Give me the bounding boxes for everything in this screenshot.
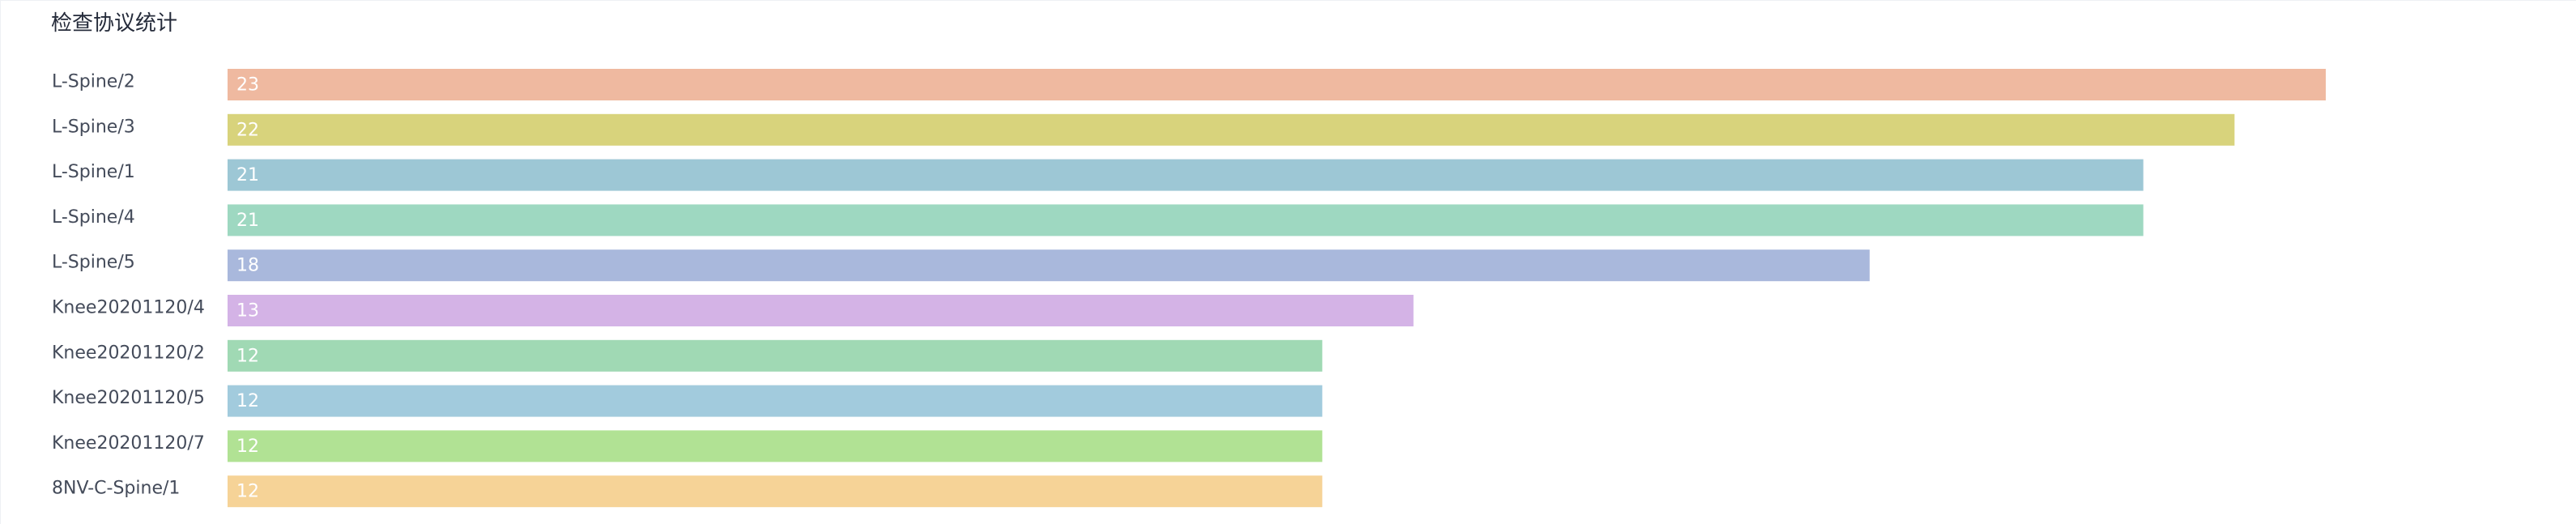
- bar[interactable]: [228, 249, 1870, 282]
- category-label: L-Spine/3: [52, 117, 135, 137]
- bar-value-label: 12: [236, 391, 259, 411]
- bar[interactable]: [228, 204, 2144, 236]
- category-label: Knee20201120/5: [52, 388, 205, 408]
- bar-value-label: 12: [236, 482, 259, 502]
- bar-value-label: 21: [236, 165, 259, 185]
- bar-value-label: 21: [236, 211, 259, 231]
- chart-title: 检查协议统计: [51, 11, 178, 36]
- bar[interactable]: [228, 339, 1322, 372]
- bar[interactable]: [228, 475, 1322, 508]
- bar[interactable]: [228, 69, 2326, 100]
- bar-value-label: 12: [236, 437, 259, 457]
- bar-value-label: 12: [236, 346, 259, 366]
- category-label: L-Spine/4: [52, 207, 135, 228]
- category-label: Knee20201120/2: [52, 343, 205, 363]
- bar-value-label: 22: [236, 120, 259, 140]
- bar[interactable]: [228, 295, 1414, 326]
- bar-value-label: 23: [236, 75, 259, 96]
- category-label: 8NV-C-Spine/1: [52, 479, 180, 499]
- bar[interactable]: [228, 113, 2235, 146]
- category-label: L-Spine/1: [52, 162, 135, 182]
- bar-value-label: 13: [236, 301, 259, 322]
- bar[interactable]: [228, 430, 1322, 462]
- bar-value-label: 18: [236, 256, 259, 276]
- category-label: L-Spine/5: [52, 253, 135, 273]
- category-label: L-Spine/2: [52, 72, 135, 92]
- bar[interactable]: [228, 159, 2144, 191]
- category-label: Knee20201120/7: [52, 433, 205, 454]
- category-label: Knee20201120/4: [52, 298, 205, 318]
- bar[interactable]: [228, 385, 1322, 417]
